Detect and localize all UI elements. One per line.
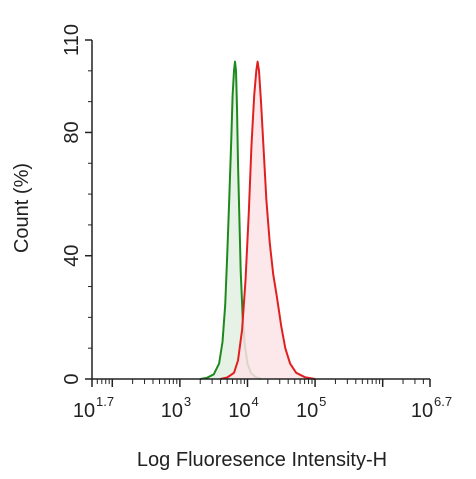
- y-tick-label: 0: [61, 373, 83, 384]
- x-tick-label: 10: [161, 400, 183, 422]
- series-layer: [200, 60, 316, 380]
- y-tick-label: 110: [61, 24, 83, 56]
- x-tick-exponent: 5: [319, 394, 326, 409]
- y-tick-label: 40: [61, 245, 83, 267]
- x-tick-label: 10: [411, 400, 433, 422]
- x-tick-exponent: 1.7: [96, 394, 114, 409]
- axes-layer: [85, 39, 431, 387]
- series-2-line: [220, 60, 316, 380]
- y-axis-title: Count (%): [11, 163, 33, 253]
- x-tick-label: 10: [296, 400, 318, 422]
- x-tick-exponent: 6.7: [434, 394, 452, 409]
- series-1-area: [200, 61, 261, 379]
- x-axis-title: Log Fluoresence Intensity-H: [137, 449, 387, 471]
- y-tick-label: 80: [61, 121, 83, 143]
- x-tick-exponent: 4: [251, 394, 258, 409]
- x-tick-label: 10: [228, 400, 250, 422]
- x-tick-label: 10: [73, 400, 95, 422]
- x-tick-exponent: 3: [184, 394, 191, 409]
